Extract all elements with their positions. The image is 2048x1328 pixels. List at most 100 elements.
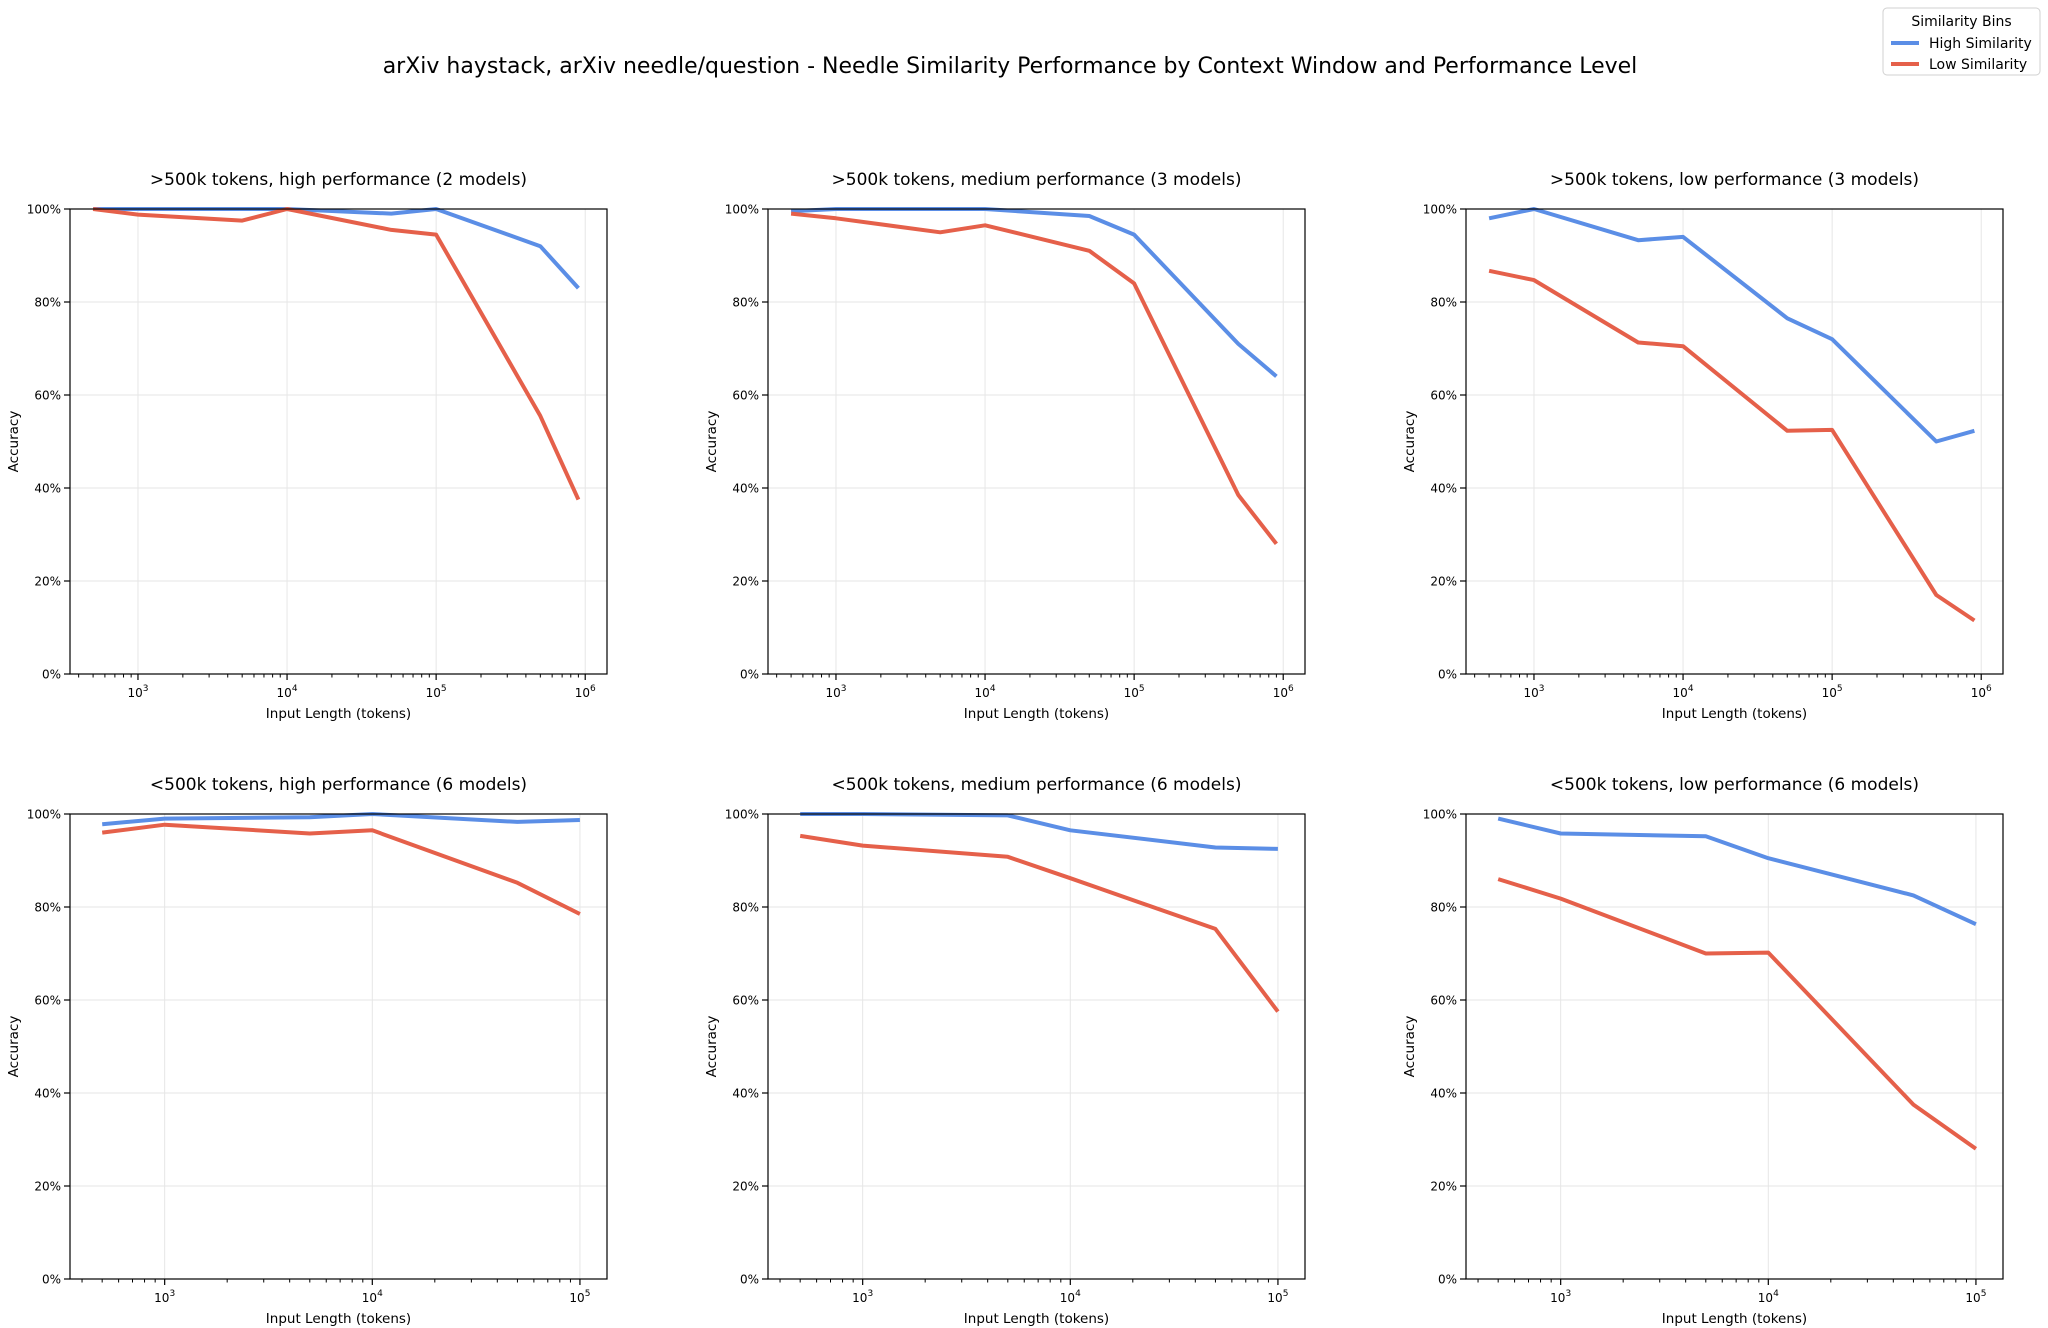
x-tick-label: 104: [277, 684, 298, 700]
y-tick-label: 40%: [732, 482, 759, 496]
x-axis-label: Input Length (tokens): [1662, 706, 1807, 722]
x-tick-label: 105: [1965, 1289, 1986, 1305]
x-axis-label: Input Length (tokens): [1662, 1311, 1807, 1327]
y-axis-label: Accuracy: [6, 411, 22, 473]
subplot-title: >500k tokens, high performance (2 models…: [150, 170, 527, 190]
x-tick-label: 104: [1060, 1289, 1081, 1305]
y-axis-label: Accuracy: [1402, 1016, 1418, 1078]
y-tick-label: 80%: [1430, 901, 1457, 915]
y-tick-label: 40%: [1430, 1087, 1457, 1101]
series-line-high-similarity: [1497, 816, 1977, 927]
axes-frame: [1465, 208, 2004, 675]
x-tick-label: 106: [575, 684, 596, 700]
y-tick-label: 100%: [1423, 808, 1457, 822]
y-tick-label: 60%: [1430, 389, 1457, 403]
series-line-high-similarity: [800, 812, 1278, 851]
x-axis-label: Input Length (tokens): [266, 706, 411, 722]
y-tick-label: 60%: [34, 994, 61, 1008]
x-tick-label: 103: [1523, 684, 1544, 700]
y-tick-label: 20%: [34, 575, 61, 589]
y-tick-label: 20%: [1430, 1180, 1457, 1194]
x-tick-label: 105: [1822, 684, 1843, 700]
subplot-title: <500k tokens, high performance (6 models…: [150, 775, 527, 795]
y-tick-label: 40%: [1430, 482, 1457, 496]
x-tick-label: 103: [127, 684, 148, 700]
y-tick-label: 100%: [27, 808, 61, 822]
y-tick-label: 40%: [732, 1087, 759, 1101]
legend-frame: [1882, 7, 2041, 76]
x-axis-label: Input Length (tokens): [964, 1311, 1109, 1327]
series-line-low-similarity: [1497, 877, 1978, 1151]
y-tick-label: 0%: [740, 668, 759, 682]
subplot-5: 103 104 105 0% 20% 40% 60% 80% 100% <500k tokens,…: [704, 775, 1306, 1327]
y-tick-label: 20%: [732, 575, 759, 589]
x-tick-label: 105: [1124, 684, 1145, 700]
legend: Similarity Bins High Similarity Low Simila…: [1882, 7, 2041, 76]
x-tick-label: 106: [1971, 684, 1992, 700]
series-line-high-similarity: [790, 207, 1278, 378]
x-tick-label: 104: [1673, 684, 1694, 700]
legend-label: Low Similarity: [1929, 57, 2027, 73]
subplot-title: >500k tokens, low performance (3 models): [1550, 170, 1919, 190]
y-tick-label: 80%: [1430, 296, 1457, 310]
axes-frame: [69, 813, 608, 1280]
series-line-high-similarity: [1488, 207, 1975, 444]
subplot-6: 103 104 105 0% 20% 40% 60% 80% 100% <500k tokens,…: [1402, 775, 2004, 1327]
x-axis-label: Input Length (tokens): [266, 1311, 411, 1327]
y-axis-label: Accuracy: [1402, 411, 1418, 473]
subplot-title: >500k tokens, medium performance (3 mode…: [832, 170, 1242, 190]
y-tick-label: 0%: [1438, 1273, 1457, 1287]
subplot-1: 103 104 105 106 0% 20% 40% 60% 80% 100% >500k toke…: [6, 170, 608, 722]
y-tick-label: 60%: [732, 389, 759, 403]
axes-frame: [767, 208, 1306, 675]
y-tick-label: 0%: [42, 1273, 61, 1287]
y-tick-label: 0%: [740, 1273, 759, 1287]
subplot-grid: 103 104 105 106 0% 20% 40% 60% 80% 100% >500k toke…: [6, 170, 2004, 1327]
y-tick-label: 20%: [1430, 575, 1457, 589]
legend-label: High Similarity: [1929, 36, 2032, 52]
y-tick-label: 20%: [732, 1180, 759, 1194]
x-tick-label: 106: [1273, 684, 1294, 700]
y-axis-label: Accuracy: [704, 411, 720, 473]
y-tick-label: 40%: [34, 482, 61, 496]
subplot-2: 103 104 105 106 0% 20% 40% 60% 80% 100% >500k toke…: [704, 170, 1306, 722]
x-tick-label: 105: [1267, 1289, 1288, 1305]
x-tick-label: 104: [362, 1289, 383, 1305]
series-line-low-similarity: [1488, 268, 1976, 623]
axes-frame: [69, 208, 608, 675]
figure-title: arXiv haystack, arXiv needle/question - …: [383, 54, 1638, 79]
y-tick-label: 80%: [34, 296, 61, 310]
y-tick-label: 0%: [1438, 668, 1457, 682]
y-tick-label: 60%: [732, 994, 759, 1008]
y-tick-label: 80%: [34, 901, 61, 915]
subplot-4: 103 104 105 0% 20% 40% 60% 80% 100% <500k tokens,…: [6, 775, 608, 1327]
axes-frame: [1465, 813, 2004, 1280]
y-tick-label: 0%: [42, 668, 61, 682]
legend-title: Similarity Bins: [1911, 14, 2011, 30]
y-tick-label: 100%: [1423, 203, 1457, 217]
x-tick-label: 105: [426, 684, 447, 700]
y-tick-label: 80%: [732, 901, 759, 915]
series-line-low-similarity: [101, 822, 581, 916]
x-tick-label: 103: [154, 1289, 175, 1305]
x-tick-label: 104: [1758, 1289, 1779, 1305]
y-tick-label: 100%: [725, 203, 759, 217]
series-line-low-similarity: [799, 833, 1280, 1013]
x-tick-label: 105: [569, 1289, 590, 1305]
y-axis-label: Accuracy: [704, 1016, 720, 1078]
subplot-title: <500k tokens, medium performance (6 mode…: [832, 775, 1242, 795]
axes-frame: [767, 813, 1306, 1280]
subplot-3: 103 104 105 106 0% 20% 40% 60% 80% 100% >500k toke…: [1402, 170, 2004, 722]
x-axis-label: Input Length (tokens): [964, 706, 1109, 722]
y-tick-label: 100%: [27, 203, 61, 217]
x-tick-label: 104: [975, 684, 996, 700]
series-line-low-similarity: [790, 211, 1278, 546]
y-tick-label: 40%: [34, 1087, 61, 1101]
series-line-high-similarity: [93, 207, 580, 290]
x-tick-label: 103: [825, 684, 846, 700]
series-line-low-similarity: [92, 207, 581, 501]
y-tick-label: 80%: [732, 296, 759, 310]
y-tick-label: 100%: [725, 808, 759, 822]
y-axis-label: Accuracy: [6, 1016, 22, 1078]
